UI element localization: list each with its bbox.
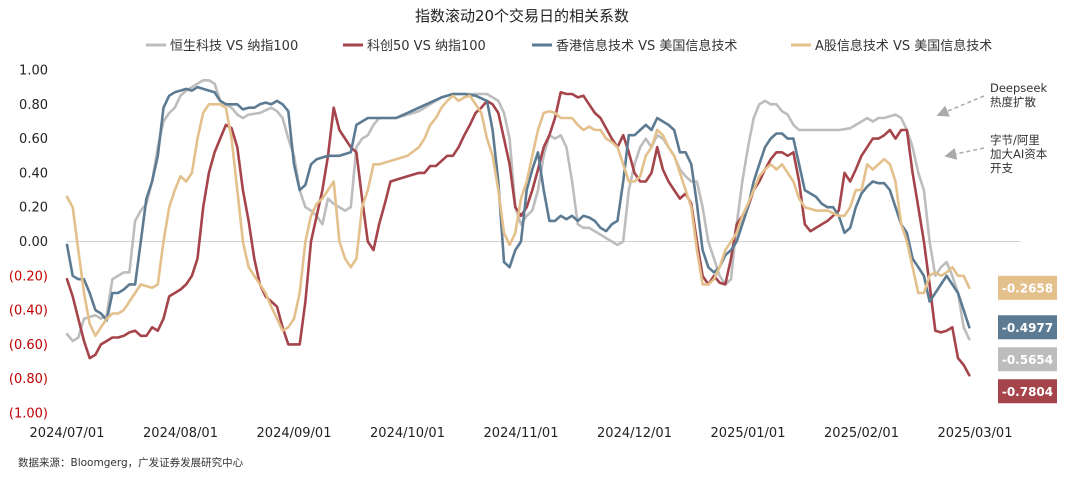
y-tick-label: 1.00 — [19, 64, 48, 79]
end-label-3: -0.4977 — [1002, 321, 1053, 335]
series-line-3 — [65, 85, 971, 329]
annotation-arrow-2 — [944, 147, 985, 160]
end-label-box-1 — [998, 347, 1057, 372]
x-tick-label: 2024/12/01 — [597, 426, 672, 441]
annotation-arrow-1 — [936, 95, 985, 117]
legend-label-1: 恒生科技 VS 纳指100 — [170, 39, 298, 54]
legend: 恒生科技 VS 纳指100 科创50 VS 纳指100 香港信息技术 VS 美国信息… — [146, 38, 992, 54]
end-label-1: -0.5654 — [1002, 353, 1053, 367]
x-tick-label: 2024/10/01 — [370, 426, 445, 441]
legend-label-3: 香港信息技术 VS 美国信息技术 — [556, 38, 737, 54]
source-note: 数据来源：Bloomgerg，广发证券发展研究中心 — [18, 456, 244, 469]
x-tick-label: 2025/02/01 — [824, 426, 899, 441]
x-tick-label: 2024/08/01 — [143, 426, 218, 441]
annotation-text: 加大AI资本 — [990, 147, 1048, 161]
legend-label-4: A股信息技术 VS 美国信息技术 — [815, 38, 992, 54]
end-label-box-4 — [998, 275, 1057, 300]
x-axis-tick-labels: 2024/07/01 2024/08/01 2024/09/01 2024/10/01… — [30, 426, 1013, 441]
y-tick-label: (0.80) — [9, 372, 48, 387]
y-axis-tick-labels: 1.00 0.80 0.60 0.40 0.20 0.00 (0.20) (0.40) (0.6… — [9, 64, 48, 422]
end-label-2: -0.7804 — [1002, 385, 1053, 399]
y-tick-label: (0.40) — [9, 304, 48, 319]
end-label-box-3 — [998, 315, 1057, 340]
end-label-4: -0.2658 — [1002, 281, 1053, 295]
y-tick-label: 0.00 — [19, 235, 48, 250]
series-line-2 — [65, 91, 971, 377]
annotation-text: 热度扩散 — [990, 95, 1036, 109]
y-tick-label: 0.60 — [19, 132, 48, 147]
x-tick-label: 2024/07/01 — [30, 426, 105, 441]
end-value-labels: -0.2658 -0.4977 -0.5654 -0.7804 — [998, 275, 1057, 404]
annotation-text: 字节/阿里 — [990, 133, 1040, 147]
x-tick-label: 2025/03/01 — [938, 426, 1013, 441]
y-tick-label: (1.00) — [9, 407, 48, 422]
series-lines — [65, 79, 971, 377]
annotation-text: 开支 — [990, 161, 1013, 175]
x-tick-label: 2024/11/01 — [484, 426, 559, 441]
x-tick-label: 2024/09/01 — [257, 426, 332, 441]
end-label-box-2 — [998, 379, 1057, 404]
annotation-text: Deepseek — [990, 81, 1047, 95]
x-tick-label: 2025/01/01 — [711, 426, 786, 441]
y-tick-label: 0.80 — [19, 98, 48, 113]
y-tick-label: (0.20) — [9, 269, 48, 284]
y-tick-label: (0.60) — [9, 338, 48, 353]
y-tick-label: 0.20 — [19, 201, 48, 216]
y-tick-label: 0.40 — [19, 166, 48, 181]
series-line-4 — [65, 94, 971, 338]
series-line-1 — [65, 79, 971, 343]
chart-title: 指数滚动20个交易日的相关系数 — [415, 7, 629, 25]
legend-label-2: 科创50 VS 纳指100 — [367, 39, 486, 54]
